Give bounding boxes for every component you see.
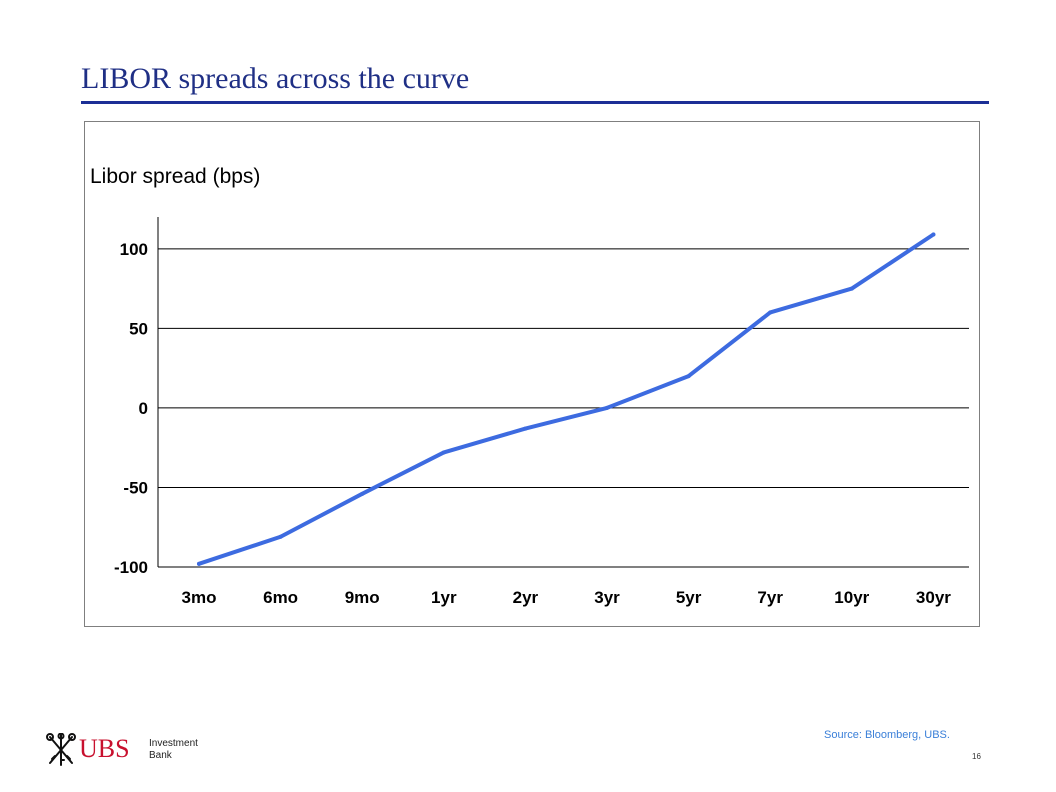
data-point-10yr: [849, 286, 854, 291]
data-point-6mo: [278, 534, 283, 539]
title-rule: [81, 101, 989, 104]
x-tick-label: 3mo: [182, 588, 217, 607]
data-point-7yr: [768, 310, 773, 315]
y-tick-label: -50: [123, 478, 148, 497]
x-tick-label: 9mo: [345, 588, 380, 607]
x-tick-label: 30yr: [916, 588, 951, 607]
page-number: 16: [972, 752, 981, 761]
y-tick-label: 0: [139, 399, 148, 418]
x-tick-label: 3yr: [594, 588, 620, 607]
x-tick-label: 1yr: [431, 588, 457, 607]
data-point-9mo: [360, 491, 365, 496]
x-tick-label: 10yr: [834, 588, 869, 607]
y-tick-label: 50: [129, 319, 148, 338]
data-point-3mo: [197, 561, 201, 566]
slide-title: LIBOR spreads across the curve: [81, 62, 470, 95]
logo-line-2: Bank: [149, 750, 172, 761]
ubs-keys-icon: [46, 733, 76, 766]
data-point-2yr: [523, 426, 528, 431]
libor-spread-chart: Libor spread (bps) 100 50 0 -50 -100 3mo 6mo 9m…: [90, 165, 969, 607]
y-tick-label: 100: [120, 240, 148, 259]
logo-wordmark: UBS: [79, 734, 130, 763]
libor-spread-series-line: [197, 232, 936, 566]
chart-title: Libor spread (bps): [90, 165, 260, 188]
data-point-3yr: [605, 405, 609, 410]
x-tick-label: 7yr: [757, 588, 783, 607]
chart-frame: [84, 121, 980, 627]
x-tick-label: 2yr: [513, 588, 539, 607]
x-tick-label: 5yr: [676, 588, 702, 607]
data-point-1yr: [441, 450, 446, 455]
data-point-5yr: [686, 374, 691, 379]
data-point-30yr: [931, 232, 936, 237]
source-note: Source: Bloomberg, UBS.: [824, 729, 950, 741]
x-tick-label: 6mo: [263, 588, 298, 607]
y-tick-label: -100: [114, 558, 148, 577]
logo-line-1: Investment: [149, 738, 198, 749]
ubs-logo: UBS Investment Bank: [44, 733, 204, 769]
logo-subtitle: Investment Bank: [149, 738, 198, 762]
